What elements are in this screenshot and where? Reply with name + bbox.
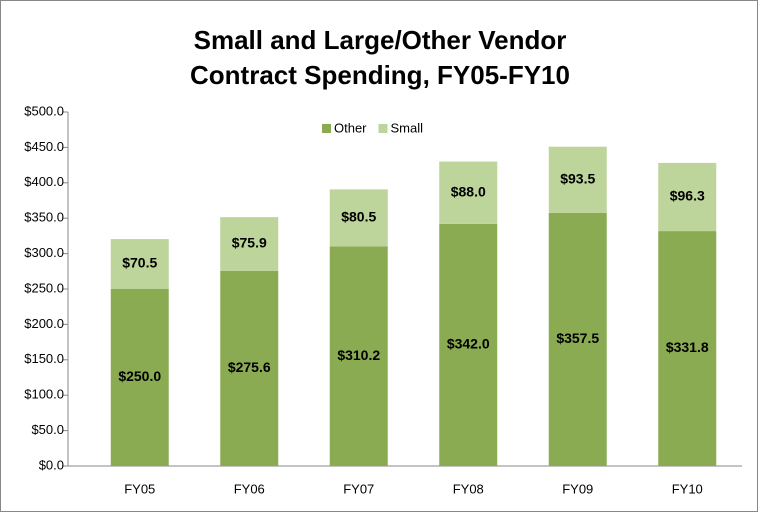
x-tick-label: FY08 [453, 481, 484, 496]
x-tick-label: FY06 [234, 481, 265, 496]
bar-segment [110, 289, 169, 466]
data-label: $331.8 [666, 339, 709, 355]
data-label: $357.5 [556, 330, 599, 346]
bar-segment [658, 162, 717, 232]
bar-segment [439, 223, 498, 466]
bar-segment [548, 212, 607, 466]
x-tick-label: FY10 [672, 481, 703, 496]
data-label: $96.3 [670, 188, 705, 204]
bar-segment [658, 231, 717, 466]
chart-title: Contract Spending, FY05-FY10 [190, 60, 570, 90]
data-label: $93.5 [560, 170, 595, 186]
y-tick-label: $350.0 [24, 210, 64, 225]
data-label: $80.5 [341, 209, 376, 225]
y-tick-label: $200.0 [24, 316, 64, 331]
data-label: $250.0 [118, 368, 161, 384]
bar-segment [548, 146, 607, 213]
legend-swatch [322, 124, 331, 133]
y-tick-label: $100.0 [24, 387, 64, 402]
x-tick-label: FY09 [562, 481, 593, 496]
x-tick-label: FY07 [343, 481, 374, 496]
data-label: $275.6 [228, 359, 271, 375]
legend-swatch [378, 124, 388, 133]
bar-segment [220, 270, 279, 466]
bar-segment [110, 239, 169, 289]
data-label: $342.0 [447, 336, 490, 352]
x-tick-label: FY05 [124, 481, 155, 496]
legend-label: Small [391, 120, 424, 135]
data-label: $70.5 [122, 255, 157, 271]
chart-title: Small and Large/Other Vendor [194, 25, 567, 55]
bar-segment [329, 246, 388, 466]
y-tick-label: $150.0 [24, 351, 64, 366]
y-tick-label: $0.0 [39, 457, 64, 472]
bar-segment [329, 189, 388, 247]
y-tick-label: $300.0 [24, 245, 64, 260]
bar-segment [439, 161, 498, 224]
y-tick-label: $250.0 [24, 280, 64, 295]
y-tick-label: $50.0 [31, 422, 64, 437]
y-tick-label: $500.0 [24, 103, 64, 118]
data-label: $75.9 [232, 235, 267, 251]
legend-label: Other [334, 120, 367, 135]
y-tick-label: $400.0 [24, 174, 64, 189]
y-tick-label: $450.0 [24, 139, 64, 154]
data-label: $310.2 [337, 347, 380, 363]
data-label: $88.0 [451, 183, 486, 199]
bar-segment [220, 217, 279, 271]
